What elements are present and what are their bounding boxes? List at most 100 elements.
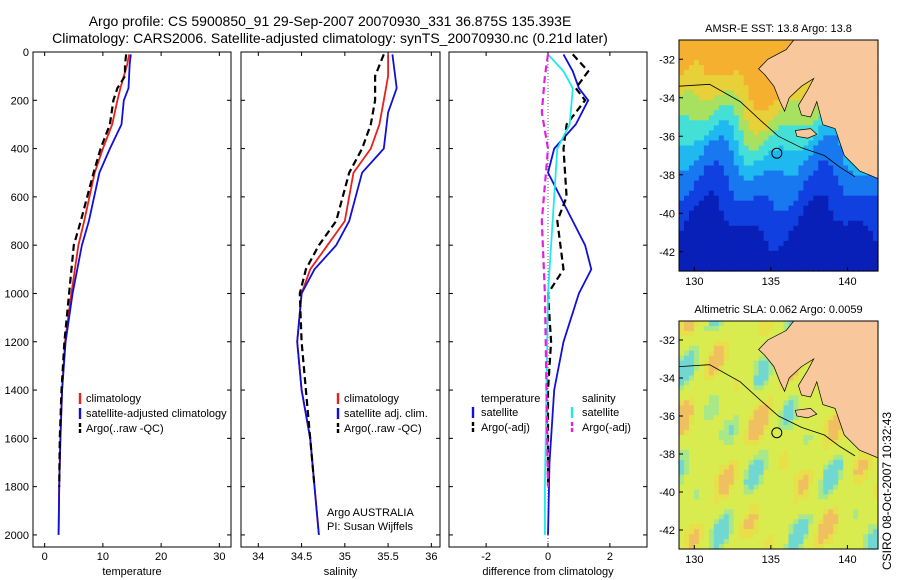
map-cell: [733, 150, 740, 157]
map-cell: [718, 90, 725, 96]
map-cell: [838, 250, 844, 257]
map-cell: [723, 85, 730, 91]
map-cell: [763, 514, 770, 520]
map-cell: [753, 330, 760, 337]
map-cell: [778, 155, 785, 162]
map-cell: [728, 190, 735, 197]
map-cell: [778, 529, 785, 535]
map-cell: [783, 400, 790, 406]
map-cell: [728, 350, 735, 357]
map-cell: [728, 370, 735, 377]
map-cell: [738, 435, 745, 441]
map-cell: [693, 170, 700, 177]
map-cell: [684, 345, 690, 352]
map-cell: [723, 200, 730, 207]
map-cell: [758, 444, 765, 451]
map-cell: [798, 529, 804, 535]
map-cell: [823, 200, 829, 207]
map-cell: [843, 185, 849, 192]
map-cell: [748, 235, 755, 242]
map-cell: [753, 100, 760, 106]
map-cell: [753, 494, 760, 501]
map-cell: [703, 180, 710, 187]
map-cell: [703, 365, 710, 372]
map-cell: [718, 205, 725, 212]
map-cell: [718, 529, 725, 535]
map-cell: [713, 326, 720, 332]
map-cell: [838, 145, 844, 152]
map-cell: [738, 449, 745, 456]
map-cell: [718, 170, 725, 177]
map-cell: [718, 430, 725, 436]
map-cell: [808, 120, 814, 126]
map-cell: [693, 469, 700, 476]
map-cell: [713, 375, 720, 382]
map-cell: [689, 459, 695, 466]
map-cell: [748, 150, 755, 157]
map-cell: [768, 100, 775, 106]
map-cell: [858, 170, 864, 177]
map-cell: [868, 195, 874, 202]
map-cell: [793, 459, 799, 466]
map-cell: [753, 235, 760, 242]
map-cell: [753, 70, 760, 76]
map-cell: [733, 255, 740, 262]
map-cell: [758, 484, 765, 491]
map-cell: [738, 321, 745, 327]
map-cell: [723, 474, 730, 481]
map-cell: [783, 405, 790, 411]
map-cell: [778, 479, 785, 486]
map-cell: [828, 125, 834, 131]
map-cell: [733, 145, 740, 152]
map-cell: [843, 504, 849, 510]
map-cell: [689, 539, 695, 545]
map-cell: [679, 50, 685, 56]
map-cell: [743, 524, 750, 530]
map-cell: [748, 459, 755, 466]
map-cell: [788, 195, 795, 202]
map-cell: [689, 326, 695, 332]
map-cell: [728, 195, 735, 202]
map-cell: [743, 529, 750, 535]
map-cell: [708, 420, 715, 426]
map-cell: [748, 415, 755, 421]
map-cell: [733, 105, 740, 111]
map-cell: [743, 55, 750, 61]
map-cell: [713, 444, 720, 451]
map-cell: [828, 494, 834, 501]
map-cell: [753, 524, 760, 530]
map-cell: [718, 220, 725, 227]
map-cell: [823, 245, 829, 252]
map-cell: [708, 125, 715, 131]
map-cell: [703, 65, 710, 71]
map-cell: [708, 130, 715, 136]
map-cell: [813, 125, 819, 131]
map-cell: [783, 539, 790, 545]
map-cell: [783, 504, 790, 510]
map-cell: [728, 524, 735, 530]
map-cell: [733, 449, 740, 456]
map-cell: [773, 110, 780, 116]
map-cell: [728, 400, 735, 406]
map-cell: [684, 534, 690, 540]
map-cell: [753, 125, 760, 131]
map-cell: [813, 435, 819, 441]
map-cell: [768, 45, 775, 51]
map-cell: [738, 444, 745, 451]
map-cell: [788, 410, 795, 416]
map-cell: [818, 469, 824, 476]
map-cell: [743, 365, 750, 372]
map-cell: [848, 235, 854, 242]
map-cell: [803, 180, 809, 187]
map-cell: [833, 464, 839, 471]
map-cell: [708, 135, 715, 141]
map-cell: [748, 50, 755, 56]
map-cell: [828, 250, 834, 257]
map-cell: [768, 524, 775, 530]
map-cell: [818, 514, 824, 520]
map-cell: [808, 235, 814, 242]
map-cell: [798, 370, 804, 377]
map-cell: [778, 105, 785, 111]
map-cell: [748, 45, 755, 51]
map-cell: [689, 440, 695, 446]
